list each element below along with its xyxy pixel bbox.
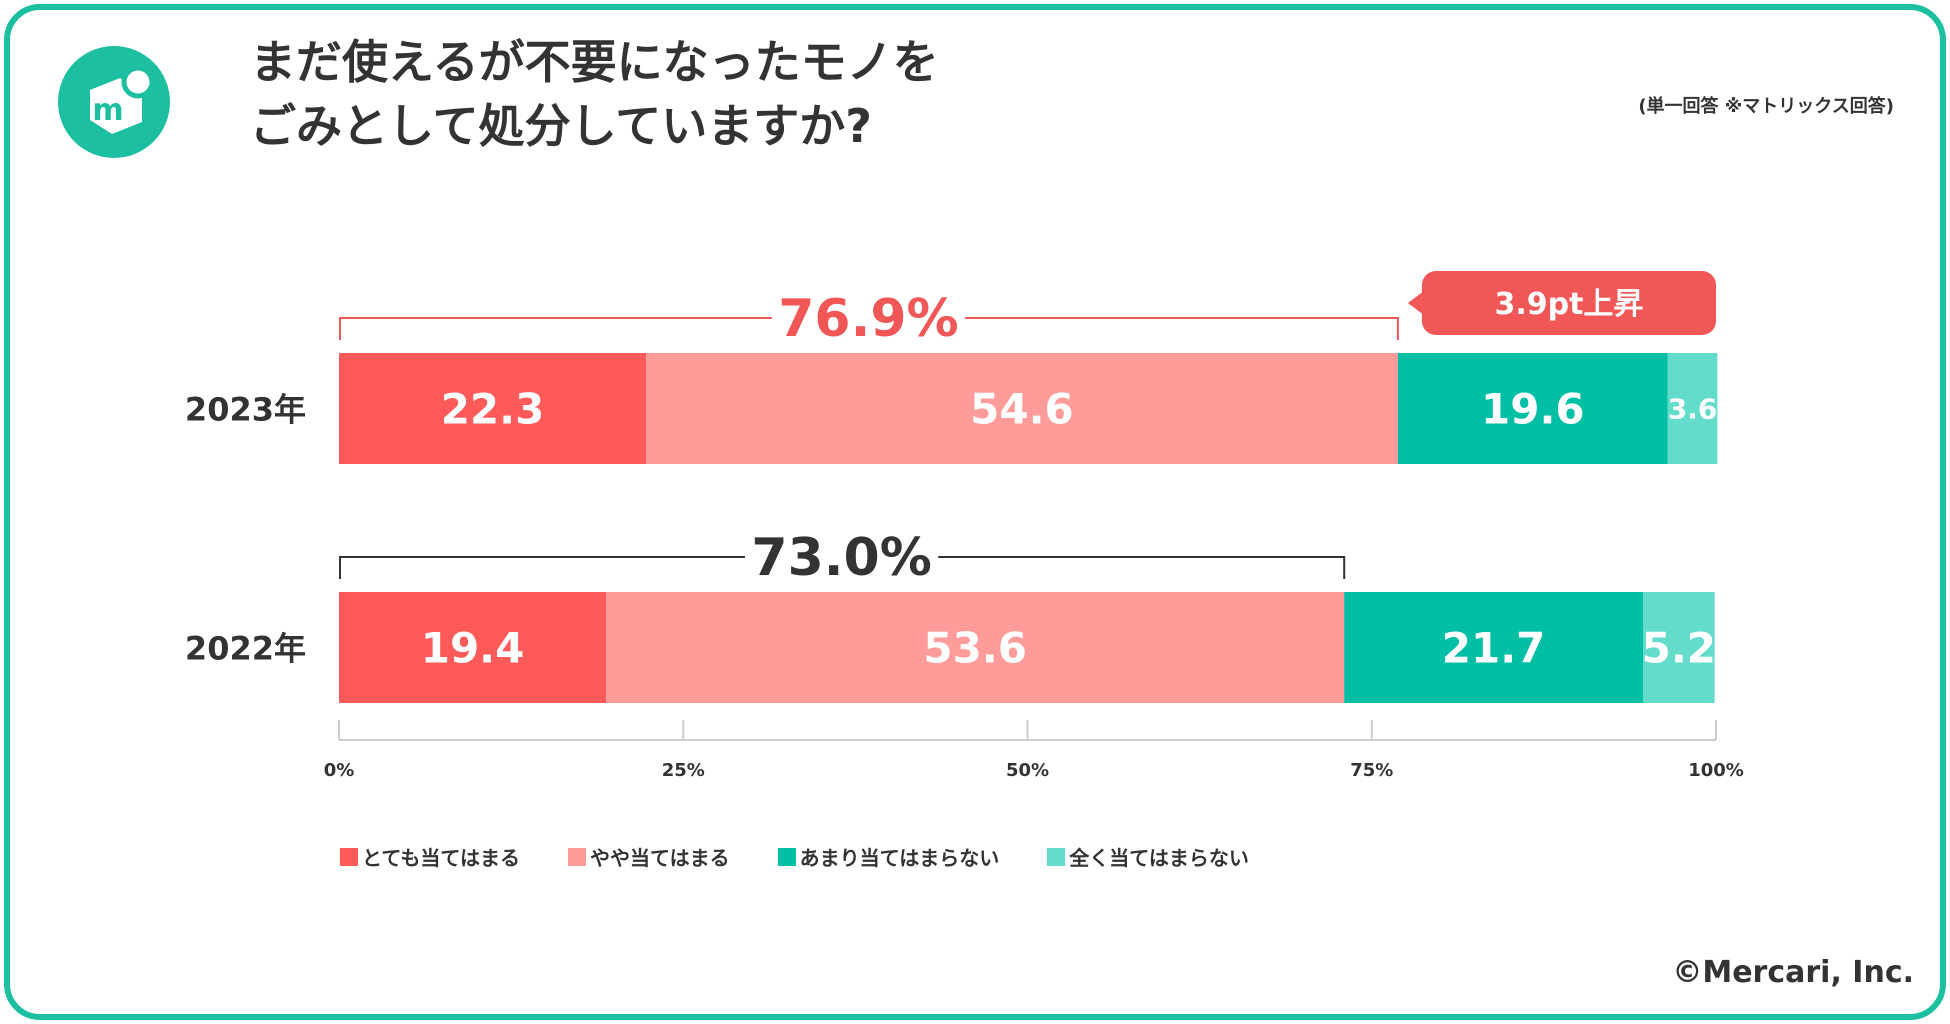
legend-item-3: あまり当てはまらない bbox=[777, 842, 1000, 871]
bar-value-label-0-3: 3.6 bbox=[1668, 393, 1718, 426]
legend: とても当てはまる やや当てはまる あまり当てはまらない 全く当てはまらない bbox=[340, 842, 1249, 871]
legend-label-3: あまり当てはまらない bbox=[799, 846, 1000, 870]
x-tick-label-3: 75% bbox=[1350, 760, 1393, 781]
annotation-bracket-right-1 bbox=[938, 556, 1346, 579]
page-title: まだ使えるが不要になったモノを ごみとして処分していますか? bbox=[250, 30, 939, 158]
annotation-bracket-left-1 bbox=[339, 556, 746, 579]
legend-label-2: やや当てはまる bbox=[590, 846, 730, 870]
bar-value-label-0-1: 54.6 bbox=[970, 385, 1074, 434]
legend-item-4: 全く当てはまらない bbox=[1047, 842, 1249, 871]
bar-value-label-1-0: 19.4 bbox=[421, 624, 525, 673]
category-label-0: 2023年 bbox=[185, 391, 306, 429]
title-line-1: まだ使えるが不要になったモノを bbox=[250, 35, 939, 89]
bar-1-0 bbox=[339, 592, 607, 703]
answer-type-note: (単一回答 ※マトリックス回答) bbox=[1638, 96, 1894, 117]
legend-label-4: 全く当てはまらない bbox=[1069, 846, 1249, 870]
bar-value-label-1-2: 21.7 bbox=[1442, 624, 1546, 673]
title-line-2: ごみとして処分していますか? bbox=[250, 99, 872, 153]
legend-item-2: やや当てはまる bbox=[568, 842, 730, 871]
x-tick-label-4: 100% bbox=[1688, 760, 1744, 781]
legend-swatch-2 bbox=[568, 847, 586, 866]
logo-letter: m bbox=[92, 93, 123, 128]
x-tick-label-1: 25% bbox=[662, 760, 705, 781]
legend-item-1: とても当てはまる bbox=[340, 842, 520, 871]
bar-0-0 bbox=[339, 353, 647, 464]
copyright-credit: ©Mercari, Inc. bbox=[1672, 955, 1914, 990]
legend-label-1: とても当てはまる bbox=[362, 846, 520, 870]
callout-label: 3.9pt上昇 bbox=[1494, 287, 1643, 322]
annotation-bracket-right-0 bbox=[965, 317, 1399, 340]
legend-swatch-1 bbox=[340, 847, 358, 866]
bar-1-2 bbox=[1344, 592, 1644, 703]
legend-swatch-4 bbox=[1047, 847, 1066, 866]
callout-box bbox=[1421, 271, 1716, 335]
callout-pointer bbox=[1407, 291, 1424, 315]
category-label-1: 2022年 bbox=[185, 630, 306, 668]
bar-0-1 bbox=[646, 353, 1398, 464]
bar-value-label-0-0: 22.3 bbox=[441, 385, 545, 434]
annotation-total-label-0: 76.9% bbox=[778, 289, 958, 349]
bar-value-label-0-2: 19.6 bbox=[1481, 385, 1585, 434]
bar-1-3 bbox=[1643, 592, 1715, 703]
annotation-bracket-left-0 bbox=[339, 317, 772, 340]
annotation-total-label-1: 73.0% bbox=[751, 528, 931, 588]
bar-value-label-1-3: 5.2 bbox=[1642, 624, 1716, 673]
chart-frame bbox=[4, 4, 1946, 1020]
legend-swatch-3 bbox=[777, 847, 796, 866]
bar-0-2 bbox=[1397, 353, 1668, 464]
bar-0-3 bbox=[1667, 353, 1718, 464]
mercari-logo-icon: m bbox=[58, 46, 170, 158]
x-tick-label-2: 50% bbox=[1006, 760, 1049, 781]
x-tick-label-0: 0% bbox=[324, 760, 355, 781]
bar-value-label-1-1: 53.6 bbox=[923, 624, 1027, 673]
bar-1-1 bbox=[606, 592, 1345, 703]
